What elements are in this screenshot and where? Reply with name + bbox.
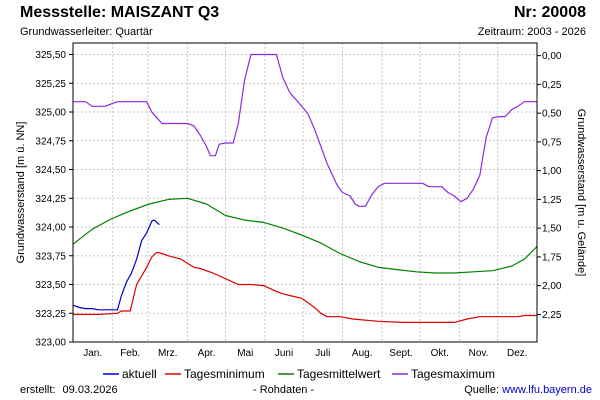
raw-data-note: - Rohdaten -	[253, 384, 315, 396]
source-link[interactable]: www.lfu.bayern.de	[502, 384, 592, 396]
x-month-label: Juni	[275, 348, 293, 359]
y-tick-label: 323,00	[35, 338, 66, 349]
legend: aktuell Tagesminimum Tagesmittelwert Tagesm…	[103, 367, 495, 381]
y-right-tick-label: 0,75	[542, 137, 562, 148]
x-month-label: Nov.	[469, 348, 489, 359]
x-month-label: Juli	[315, 348, 330, 359]
y-tick-label: 325,50	[35, 50, 66, 61]
y-right-tick-label: 0,00	[542, 51, 562, 62]
y-right-tick-label: 1,00	[542, 166, 562, 177]
created-info: erstellt: 09.03.2026	[20, 384, 118, 396]
y-tick-label: 324,25	[35, 194, 66, 205]
axis-labels: 323,00 323,25 323,50 323,75 324,00 324,25 324,…	[15, 50, 587, 359]
x-month-label: Okt.	[431, 348, 449, 359]
y-tick-label: 324,00	[35, 223, 66, 234]
series-tagesmittelwert-line	[72, 197, 538, 274]
y-right-tick-label: 1,25	[542, 195, 562, 206]
y-tick-label: 323,75	[35, 251, 66, 262]
station-number: Nr: 20008	[513, 4, 586, 21]
series-tagesminimum-line	[73, 251, 537, 323]
y-tick-label: 325,00	[35, 108, 66, 119]
page-title: Messstelle: MAISZANT Q3	[20, 4, 220, 21]
y-tick-label: 323,50	[35, 280, 66, 291]
x-month-label: Dez.	[507, 348, 528, 359]
x-month-label: Aug.	[352, 348, 373, 359]
grid-lines	[73, 43, 537, 342]
legend-label: Tagesmittelwert	[297, 367, 381, 381]
series-lines	[72, 53, 538, 323]
legend-label: aktuell	[122, 367, 157, 381]
created-label: erstellt:	[20, 384, 56, 396]
source-info: Quelle: www.lfu.bayern.de	[464, 384, 592, 396]
y-right-tick-label: 1,50	[542, 224, 562, 235]
y-right-tick-label: 2,25	[542, 310, 562, 321]
created-date: 09.03.2026	[62, 384, 118, 396]
x-month-label: Feb.	[120, 348, 140, 359]
y-right-tick-label: 0,50	[542, 109, 562, 120]
x-month-label: Mrz.	[158, 348, 177, 359]
series-aktuell-line	[72, 219, 160, 311]
aquifer-subtitle: Grundwasserleiter: Quartär	[20, 26, 153, 38]
period-label: Zeitraum: 2003 - 2026	[477, 26, 586, 38]
y-right-axis-title: Grundwasserstand [m u. Gelände]	[575, 109, 587, 277]
y-tick-label: 323,25	[35, 309, 66, 320]
y-right-tick-label: 2,00	[542, 281, 562, 292]
plot-frame	[72, 42, 538, 343]
x-month-label: Apr.	[198, 348, 216, 359]
series-tagesmaximum-line	[73, 53, 537, 207]
x-month-label: Jan.	[83, 348, 102, 359]
y-tick-label: 324,50	[35, 165, 66, 176]
legend-label: Tagesminimum	[184, 367, 265, 381]
x-month-label: Sept.	[389, 348, 412, 359]
source-label: Quelle:	[464, 384, 500, 396]
y-right-tick-label: 0,25	[542, 80, 562, 91]
y-tick-label: 325,25	[35, 79, 66, 90]
y-tick-label: 324,75	[35, 136, 66, 147]
x-month-label: Mai	[237, 348, 253, 359]
legend-label: Tagesmaximum	[411, 367, 495, 381]
y-right-tick-label: 1,75	[542, 252, 562, 263]
y-axis-title: Grundwasserstand [m ü. NN]	[15, 122, 27, 264]
